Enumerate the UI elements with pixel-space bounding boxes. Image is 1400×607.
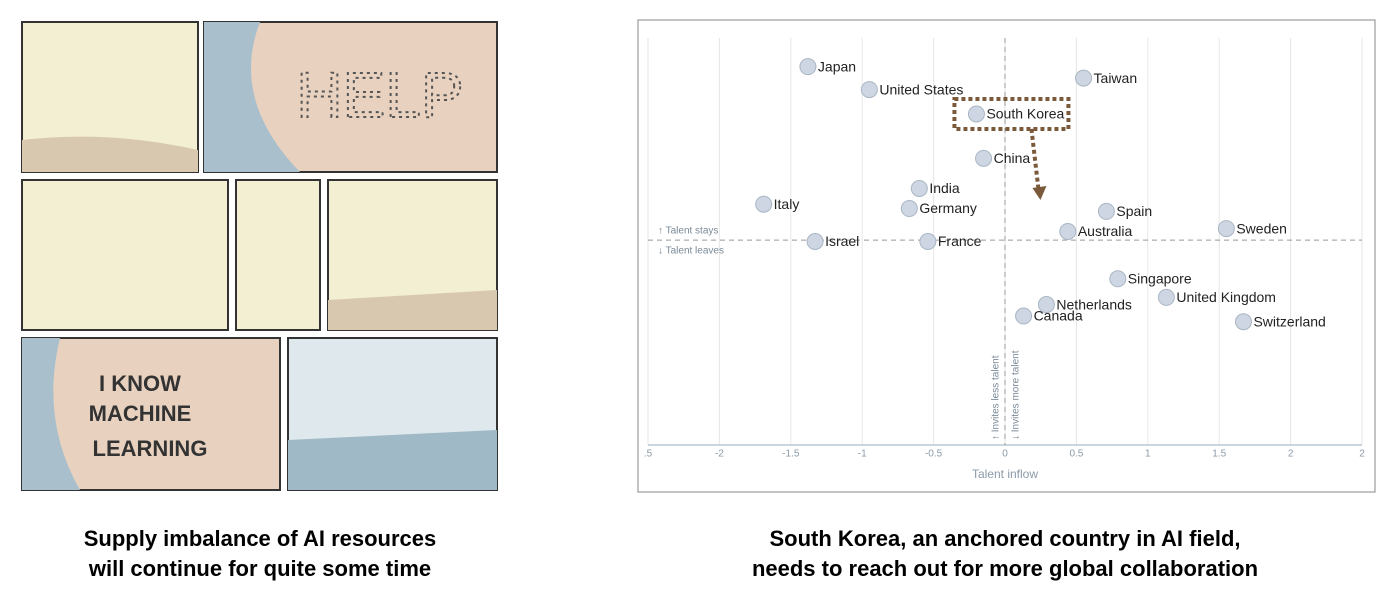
point-label: Singapore (1128, 270, 1192, 286)
point (806, 233, 824, 250)
caption: South Korea, an anchored country in AI f… (769, 526, 1240, 551)
point-label: Canada (1034, 308, 1083, 324)
point-label: Sweden (1236, 220, 1287, 236)
x-tick-label: 1.5 (1212, 449, 1226, 460)
point (1059, 222, 1077, 240)
point (799, 58, 817, 76)
x-tick-label: 2 (1288, 449, 1294, 460)
chart-frame (637, 19, 1376, 493)
caption: needs to reach out for more global colla… (752, 556, 1258, 581)
point (900, 200, 918, 218)
help-sign: HELP (296, 59, 463, 131)
point (967, 105, 985, 123)
point-label: China (994, 150, 1031, 166)
annotation: ↑ Talent stays (658, 226, 718, 237)
caption: Supply imbalance of AI resources (84, 526, 437, 551)
point-label: Germany (919, 200, 977, 216)
point (975, 149, 993, 167)
point-label: Israel (825, 233, 859, 249)
x-tick-label: 0 (1002, 449, 1008, 460)
point (1217, 220, 1235, 238)
point (1097, 202, 1115, 220)
point-label: Italy (774, 196, 800, 212)
point-label: Japan (818, 58, 856, 74)
x-tick-label: 0.5 (1069, 449, 1083, 460)
point-label: Taiwan (1094, 70, 1138, 86)
point-label: Switzerland (1253, 313, 1325, 329)
x-tick-label: .5 (644, 449, 653, 460)
annotation: ↓ Invites more talent (1011, 350, 1022, 440)
point-label: Netherlands (1056, 296, 1132, 312)
highlight-box (952, 96, 1071, 131)
caption: will continue for quite some time (88, 556, 431, 581)
annotation: ↑ Invites less talent (991, 355, 1002, 440)
point (910, 179, 928, 197)
comic-panel (21, 179, 229, 331)
x-tick-label: -1 (858, 449, 867, 460)
beach-sign: I KNOW (99, 371, 181, 396)
point-label: United Kingdom (1176, 289, 1276, 305)
point (1015, 307, 1033, 325)
point-label: France (938, 233, 982, 249)
point-label: Australia (1078, 223, 1133, 239)
point-label: Spain (1116, 203, 1152, 219)
x-tick-label: 1 (1145, 449, 1151, 460)
point-label: United States (879, 81, 963, 97)
beach-sign: LEARNING (93, 436, 208, 461)
point (1037, 296, 1055, 314)
point (860, 81, 878, 99)
point-label: South Korea (986, 106, 1064, 122)
point-label: India (929, 180, 960, 196)
point (919, 233, 937, 250)
highlight-arrowhead (1032, 185, 1047, 200)
x-tick-label: -1.5 (782, 449, 800, 460)
point (1234, 313, 1252, 331)
point (1157, 288, 1175, 306)
x-tick-label: 2 (1359, 449, 1365, 460)
beach-sign: MACHINE (89, 401, 192, 426)
point (1075, 69, 1093, 87)
point (755, 195, 773, 213)
point (1109, 270, 1127, 288)
highlight-arrow (1029, 128, 1041, 190)
x-tick-label: -2 (715, 449, 724, 460)
x-tick-label: -0.5 (925, 449, 943, 460)
annotation: ↓ Talent leaves (658, 246, 724, 257)
comic: HELP I KNOW MACHINE LEARNING (21, 21, 498, 491)
x-axis-label: Talent inflow (972, 467, 1038, 481)
comic-panel (235, 179, 321, 331)
